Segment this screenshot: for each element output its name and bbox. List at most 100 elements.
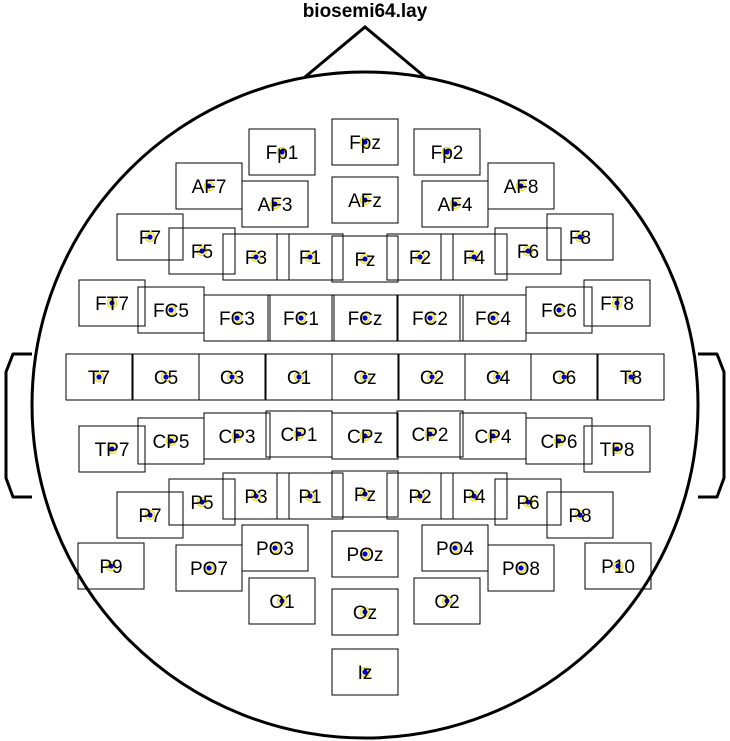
electrode-box-oz (331, 588, 399, 636)
electrode-marker-p1 (307, 493, 313, 499)
electrode-ring-fc5 (165, 304, 177, 316)
electrode-ring-f6 (522, 245, 534, 257)
electrode-label-p1: P1 (298, 487, 321, 508)
electrode-ring-f4 (468, 251, 480, 263)
electrode-box-o1 (248, 577, 316, 625)
electrode-marker-fc6 (556, 307, 562, 313)
electrode-boxes (65, 118, 665, 696)
electrode-ring-po3 (269, 542, 281, 554)
electrode-marker-fz (362, 256, 368, 262)
electrode-label-fc5: FC5 (153, 301, 189, 322)
electrode-marker-af8 (518, 183, 524, 189)
electrode-marker-fp2 (444, 149, 450, 155)
electrode-marker-po7 (206, 565, 212, 571)
electrode-ring-p5 (196, 496, 208, 508)
electrode-box-f4 (440, 233, 508, 281)
electrode-box-fc3 (203, 294, 271, 342)
electrode-label-c3: C3 (220, 368, 244, 389)
electrode-box-iz (331, 648, 399, 696)
electrode-ring-fpz (359, 136, 371, 148)
left-ear-outline (4, 352, 32, 499)
electrode-box-c6 (530, 353, 598, 401)
electrode-label-cp4: CP4 (475, 427, 512, 448)
electrode-marker-c6 (561, 374, 567, 380)
electrode-box-ft8 (583, 279, 651, 327)
electrode-box-t7 (65, 353, 133, 401)
electrode-label-cp5: CP5 (153, 432, 190, 453)
electrode-ring-ft8 (611, 297, 623, 309)
electrode-marker-p3 (253, 493, 259, 499)
electrode-marker-t7 (96, 374, 102, 380)
electrode-label-af3: AF3 (258, 195, 293, 216)
electrode-marker-t8 (628, 374, 634, 380)
electrode-ring-cp1 (293, 428, 305, 440)
electrode-marker-f4 (471, 254, 477, 260)
electrode-ring-fc3 (231, 312, 243, 324)
electrode-marker-p9 (108, 563, 114, 569)
electrode-label-fc6: FC6 (541, 301, 577, 322)
electrode-ring-po4 (449, 542, 461, 554)
right-ear-outline (698, 352, 726, 499)
electrode-box-fcz (331, 294, 399, 342)
electrode-box-f5 (168, 227, 236, 275)
electrode-label-c5: C5 (154, 368, 178, 389)
electrode-label-po7: PO7 (190, 559, 228, 580)
electrode-box-p10 (584, 542, 652, 590)
electrode-label-fz: Fz (354, 250, 375, 271)
electrode-label-p10: P10 (601, 557, 635, 578)
electrode-box-pz (331, 470, 399, 518)
electrode-marker-p7 (147, 512, 153, 518)
electrode-label-ft8: FT8 (600, 294, 634, 315)
electrode-ring-fc1 (295, 312, 307, 324)
electrode-label-cpz: CPz (347, 427, 383, 448)
electrode-ring-p9 (105, 560, 117, 572)
electrode-ring-cz (359, 371, 371, 383)
electrode-ring-af4 (449, 198, 461, 210)
electrode-label-p8: P8 (568, 506, 591, 527)
electrode-ring-poz (359, 548, 371, 560)
electrode-marker-f8 (577, 234, 583, 240)
electrode-marker-c4 (495, 374, 501, 380)
electrode-box-p7 (116, 491, 184, 539)
electrode-box-cz (331, 353, 399, 401)
electrode-marker-c1 (296, 374, 302, 380)
head-outline-group (4, 25, 726, 740)
electrode-marker-afz (362, 197, 368, 203)
electrode-marker-fc5 (168, 307, 174, 313)
electrode-ring-p7 (144, 509, 156, 521)
electrode-box-tp7 (78, 425, 146, 473)
electrode-label-fc2: FC2 (412, 309, 448, 330)
electrode-ring-fc2 (424, 312, 436, 324)
electrode-label-fcz: FCz (348, 309, 383, 330)
electrode-marker-fc1 (298, 315, 304, 321)
electrode-label-f3: F3 (245, 248, 267, 269)
electrode-label-c6: C6 (552, 368, 576, 389)
layout-title: biosemi64.lay (303, 1, 428, 22)
electrode-marker-fcz (362, 315, 368, 321)
electrode-box-fp1 (248, 128, 316, 176)
electrode-ring-fcz (359, 312, 371, 324)
electrode-marker-ft7 (109, 300, 115, 306)
electrode-marker-f2 (417, 254, 423, 260)
electrode-label-po8: PO8 (502, 559, 540, 580)
electrode-ring-cpz (359, 430, 371, 442)
electrode-label-cp2: CP2 (412, 425, 449, 446)
electrode-ring-p6 (522, 496, 534, 508)
electrode-ring-pz (359, 488, 371, 500)
electrode-marker-af4 (452, 201, 458, 207)
electrode-label-p7: P7 (138, 506, 161, 527)
electrode-label-p6: P6 (516, 493, 539, 514)
electrode-labels: Fp1 Fpz Fp2 AF7 AF3 AFz AF4 AF8 F7 F5 F3 F1 Fz F2 F4 F6… (88, 133, 642, 684)
electrode-label-f7: F7 (139, 228, 161, 249)
electrode-ring-fc4 (487, 312, 499, 324)
electrode-ring-p2 (414, 490, 426, 502)
electrode-label-fc1: FC1 (283, 309, 319, 330)
electrode-label-f5: F5 (191, 242, 213, 263)
electrode-markers (93, 136, 637, 678)
electrode-ring-iz (359, 666, 371, 678)
electrode-ring-po7 (203, 562, 215, 574)
electrode-label-fp1: Fp1 (266, 143, 299, 164)
electrode-box-f8 (546, 213, 614, 261)
electrode-label-p3: P3 (244, 487, 267, 508)
